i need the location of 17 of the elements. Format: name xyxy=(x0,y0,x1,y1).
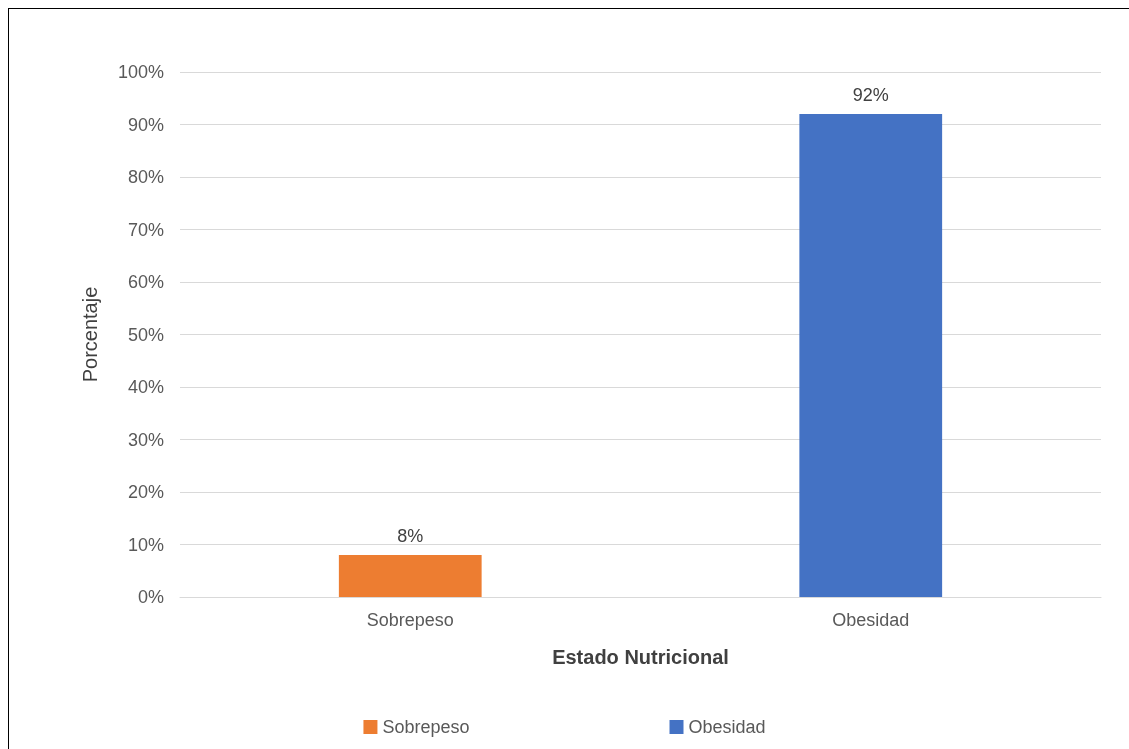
y-tick-label: 20% xyxy=(127,482,164,502)
data-label: 8% xyxy=(397,526,424,546)
y-tick-label: 70% xyxy=(127,219,164,240)
y-axis-title: Porcentaje xyxy=(79,286,101,383)
y-tick-label: 0% xyxy=(137,587,164,607)
y-tick-label: 90% xyxy=(127,114,164,135)
y-tick-label: 30% xyxy=(127,429,164,450)
legend-label: Obesidad xyxy=(688,717,766,737)
y-tick-label: 40% xyxy=(127,377,164,397)
y-tick-label: 80% xyxy=(127,167,164,187)
y-tick-label: 50% xyxy=(127,324,164,345)
legend-label: Sobrepeso xyxy=(382,717,470,737)
y-tick-label: 100% xyxy=(117,62,164,82)
x-axis-title: Estado Nutricional xyxy=(552,646,729,668)
y-tick-label: 10% xyxy=(127,534,164,555)
y-tick-label: 60% xyxy=(127,272,164,292)
data-label: 92% xyxy=(852,85,889,105)
